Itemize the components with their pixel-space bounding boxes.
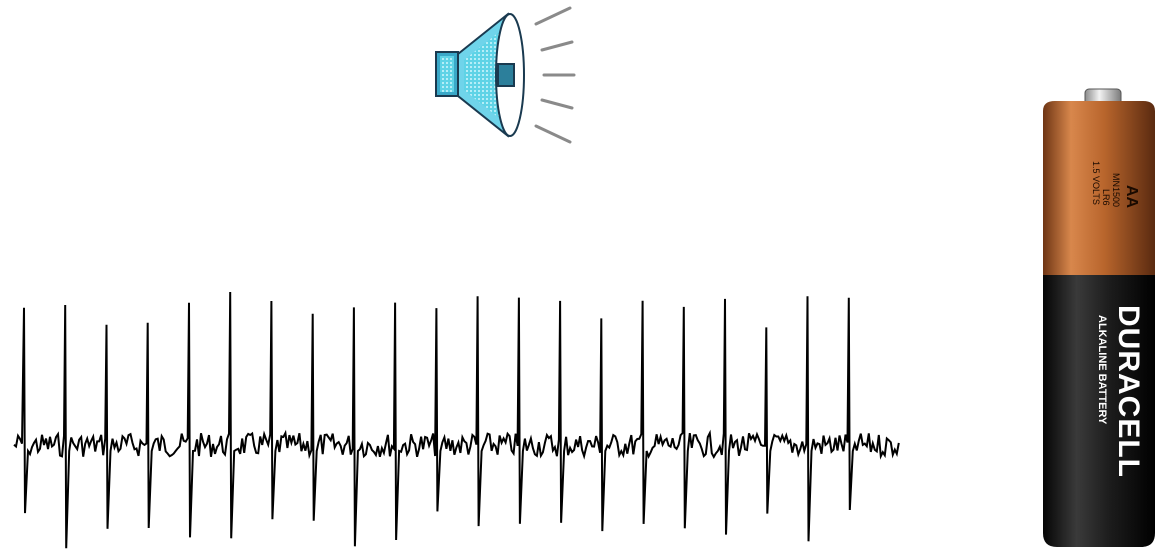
aa-battery-image: AA MN1500 LR6 1.5 VOLTS DURACELL ALKALIN… xyxy=(1043,88,1155,547)
trace-line xyxy=(13,291,900,549)
voltage-label: 1.5 VOLTS xyxy=(1091,161,1101,205)
model-label: MN1500 xyxy=(1111,173,1121,207)
brand-label: DURACELL xyxy=(1112,305,1145,478)
size-label: AA xyxy=(1123,185,1140,209)
spike-train-trace xyxy=(13,291,900,549)
speaker-icon[interactable] xyxy=(430,2,580,152)
type-label: ALKALINE BATTERY xyxy=(1096,315,1108,425)
code-label: LR6 xyxy=(1101,189,1111,206)
